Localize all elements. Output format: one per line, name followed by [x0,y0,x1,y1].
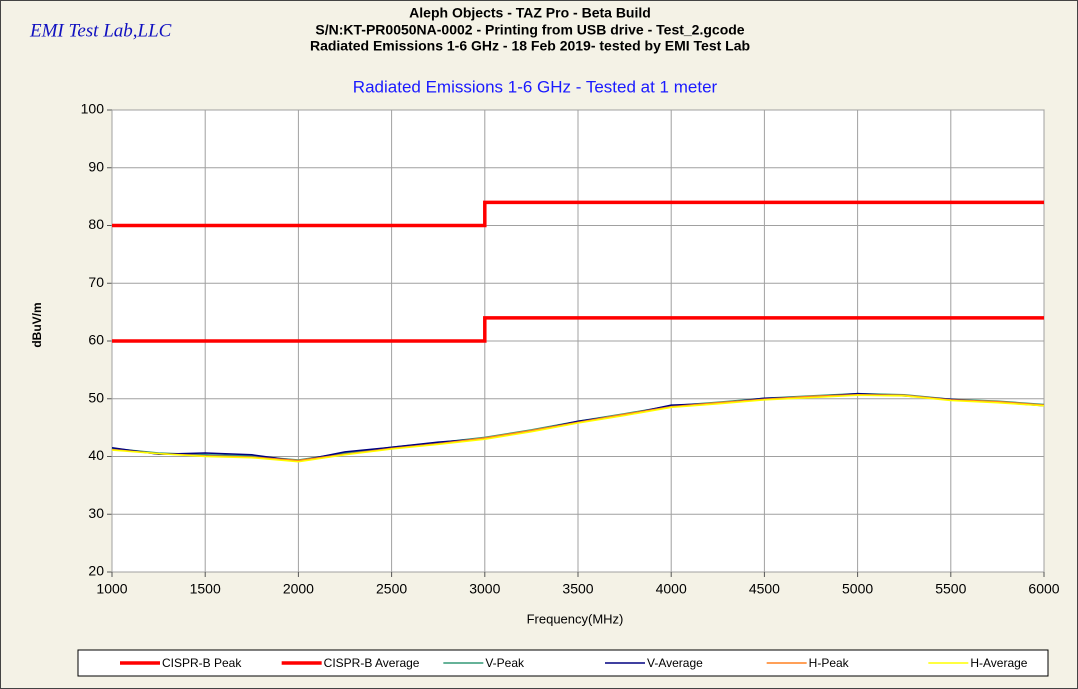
x-tick-label: 2000 [283,581,314,597]
y-tick-label: 50 [88,389,104,405]
legend-label: CISPR-B Peak [162,656,242,670]
legend-label: V-Average [647,656,703,670]
x-tick-label: 2500 [376,581,407,597]
y-tick-label: 90 [88,158,104,174]
x-tick-label: 6000 [1028,581,1059,597]
x-tick-label: 5000 [842,581,873,597]
x-tick-label: 3000 [469,581,500,597]
legend-label: CISPR-B Average [324,656,420,670]
y-tick-label: 60 [88,332,104,348]
series-line [112,316,1044,343]
title-line: Radiated Emissions 1-6 GHz - 18 Feb 2019… [310,38,750,54]
subtitle: Radiated Emissions 1-6 GHz - Tested at 1… [353,77,718,96]
y-axis-label: dBuV/m [30,302,44,347]
y-tick-label: 80 [88,216,104,232]
series-line [111,394,1045,463]
x-tick-label: 4500 [749,581,780,597]
x-axis-label: Frequency(MHz) [527,611,624,626]
x-tick-label: 3500 [562,581,593,597]
title-line: Aleph Objects - TAZ Pro - Beta Build [409,5,651,21]
legend-label: H-Peak [809,656,850,670]
x-tick-label: 1000 [96,581,127,597]
legend-label: V-Peak [485,656,525,670]
x-tick-label: 4000 [656,581,687,597]
y-tick-label: 20 [88,563,104,579]
legend-label: H-Average [970,656,1027,670]
logo: EMI Test Lab,LLC [29,20,172,41]
x-tick-label: 5500 [935,581,966,597]
y-tick-label: 70 [88,274,104,290]
y-tick-label: 30 [88,505,104,521]
y-tick-label: 40 [88,447,104,463]
legend [77,649,1049,677]
y-tick-label: 100 [81,101,105,117]
series-line [112,200,1044,228]
x-tick-label: 1500 [190,581,221,597]
title-line: S/N:KT-PR0050NA-0002 - Printing from USB… [315,22,744,38]
